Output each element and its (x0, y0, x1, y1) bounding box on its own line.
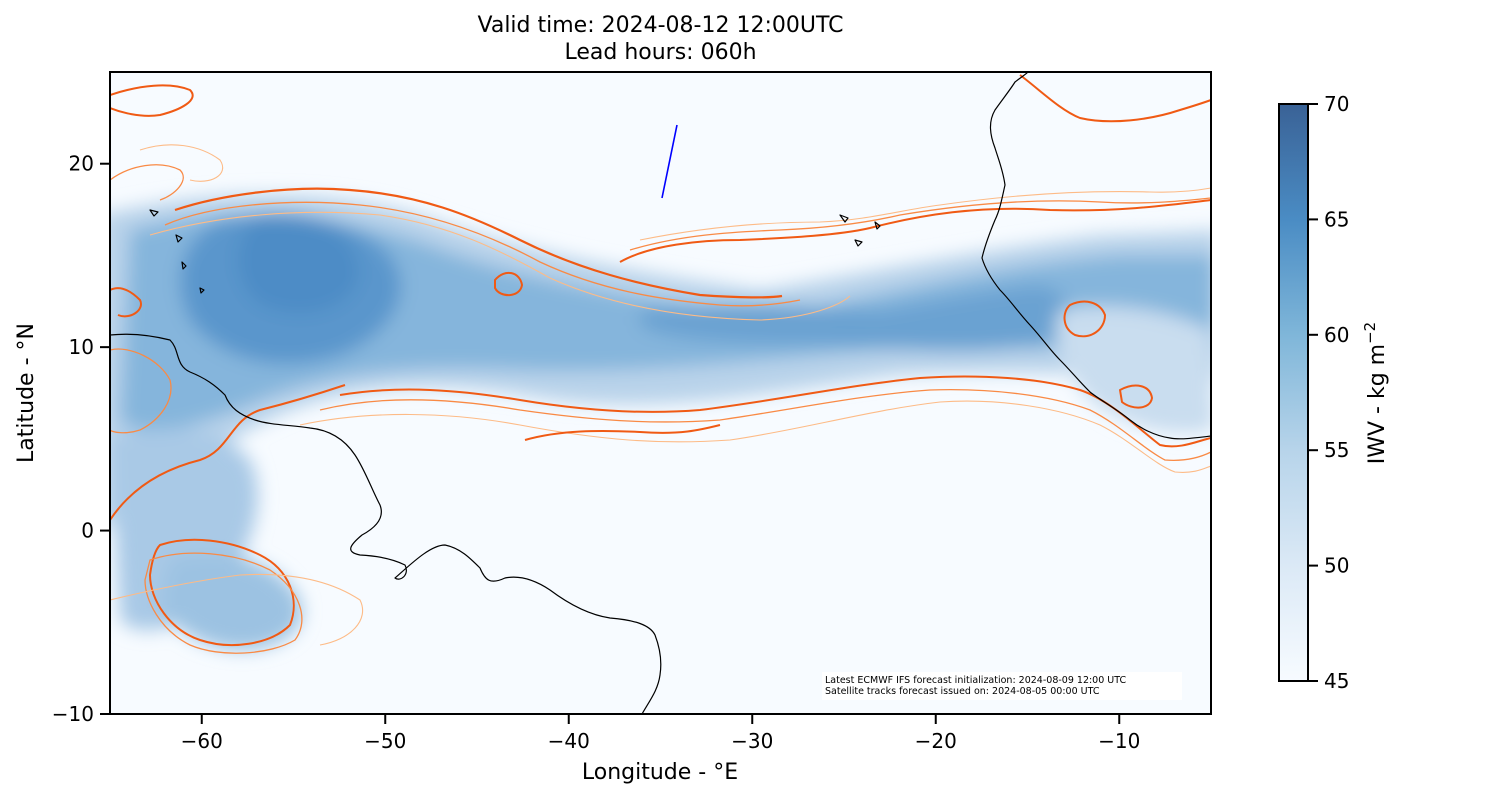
colorbar-tick-label: 70 (1324, 92, 1349, 116)
forecast-init-note: Latest ECMWF IFS forecast initialization… (825, 675, 1127, 686)
colorbar-tick-label: 65 (1324, 207, 1349, 231)
colorbar-tick-label: 45 (1324, 669, 1349, 693)
x-tick-label: −40 (548, 729, 590, 753)
iwv-field (110, 194, 1211, 650)
colorbar-tick-label: 55 (1324, 438, 1349, 462)
colorbar-tick-label: 50 (1324, 554, 1349, 578)
iwv-contours (110, 74, 1211, 654)
plot-title-lead-hours: Lead hours: 060h (564, 40, 757, 65)
x-tick-label: −60 (181, 729, 223, 753)
colorbar-gradient (1278, 103, 1309, 682)
y-tick-label: 10 (69, 335, 94, 359)
x-tick-label: −50 (364, 729, 406, 753)
x-axis-ticks: −60 −50 −40 −30 −20 −10 (181, 714, 1140, 753)
x-tick-label: −20 (915, 729, 957, 753)
y-axis-label: Latitude - °N (14, 323, 39, 463)
x-tick-label: −30 (731, 729, 773, 753)
colorbar-label-text: IWV - kg m (1365, 344, 1390, 464)
x-axis-label: Longitude - °E (582, 760, 738, 785)
satellite-track-note: Satellite tracks forecast issued on: 202… (825, 686, 1100, 697)
coastlines (110, 72, 1211, 714)
colorbar-label: IWV - kg m−2 (1361, 322, 1390, 464)
y-tick-label: −10 (52, 702, 94, 726)
colorbar-label-superscript: −2 (1361, 322, 1379, 344)
plot-title-valid-time: Valid time: 2024-08-12 12:00UTC (477, 13, 844, 38)
forecast-info-box: Latest ECMWF IFS forecast initialization… (822, 672, 1182, 700)
map-frame (109, 71, 1212, 715)
satellite-track (661, 124, 678, 199)
y-tick-label: 20 (69, 152, 94, 176)
colorbar-ticks: 45 50 55 60 65 70 (1308, 92, 1349, 693)
y-tick-label: 0 (81, 519, 94, 543)
y-axis-ticks: −10 0 10 20 (52, 152, 110, 726)
colorbar-tick-label: 60 (1324, 323, 1349, 347)
x-tick-label: −10 (1098, 729, 1140, 753)
